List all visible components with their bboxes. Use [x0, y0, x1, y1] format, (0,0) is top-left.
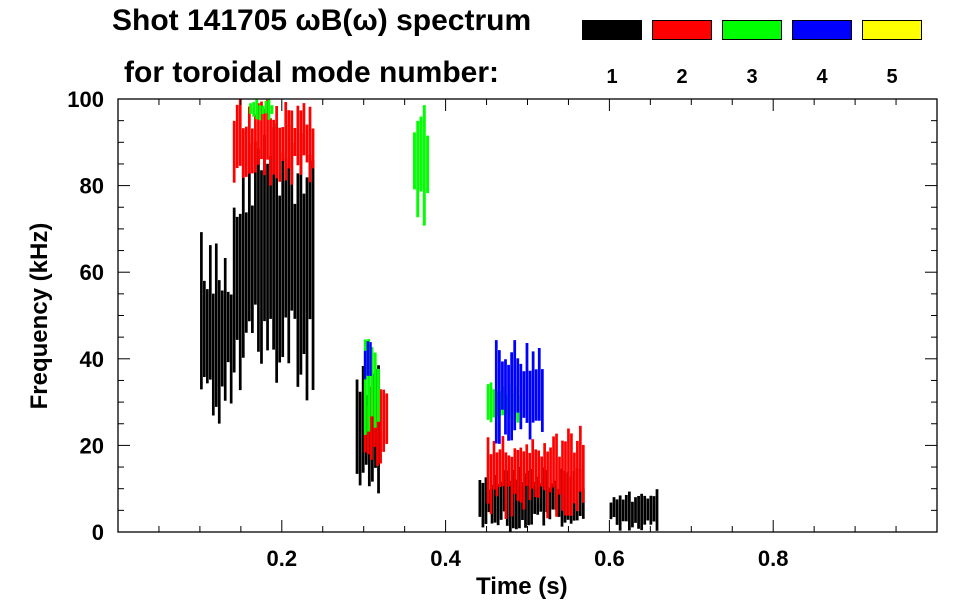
y-tick-label: 0 [92, 520, 104, 545]
mode-4-region [494, 340, 544, 444]
mode-1-region [200, 232, 233, 424]
x-tick-label: 0.8 [758, 546, 789, 571]
legend-swatch-mode-3 [722, 20, 782, 40]
x-tick-label: 0.2 [267, 546, 298, 571]
legend-mode-label: 5 [886, 66, 898, 88]
x-tick-label: 0.4 [430, 546, 461, 571]
y-tick-label: 20 [80, 433, 104, 458]
spectral-regions [200, 99, 659, 532]
x-axis-label: Time (s) [476, 573, 568, 600]
legend-swatch-mode-5 [862, 20, 922, 40]
y-tick-label: 60 [80, 260, 104, 285]
mode-2-region [486, 425, 585, 519]
y-tick-label: 80 [80, 174, 104, 199]
legend-mode-label: 2 [676, 66, 688, 88]
mode-4-region [363, 341, 372, 380]
legend-mode-label: 4 [816, 66, 828, 88]
legend-swatch-mode-2 [652, 20, 712, 40]
chart-title-line2: for toroidal mode number: [124, 56, 499, 89]
legend-mode-label: 3 [746, 66, 758, 88]
mode-3-region [413, 105, 430, 226]
y-axis-label: Frequency (kHz) [26, 222, 53, 410]
y-tick-label: 40 [80, 347, 104, 372]
mode-2-region [232, 99, 315, 186]
chart-title-line1: Shot 141705 ωB(ω) spectrum [112, 4, 532, 37]
mode-3-region [249, 99, 274, 121]
legend-mode-label: 1 [606, 66, 618, 88]
mode-1-region [609, 489, 659, 531]
legend-swatch-mode-4 [792, 20, 852, 40]
axis-ticks: 0.2 0.4 0.6 0.8 0 20 40 60 80 100 [67, 87, 937, 571]
x-tick-label: 0.6 [594, 546, 625, 571]
y-tick-label: 100 [67, 87, 104, 112]
legend-swatch-mode-1 [582, 20, 642, 40]
mode-1-region [232, 123, 315, 401]
